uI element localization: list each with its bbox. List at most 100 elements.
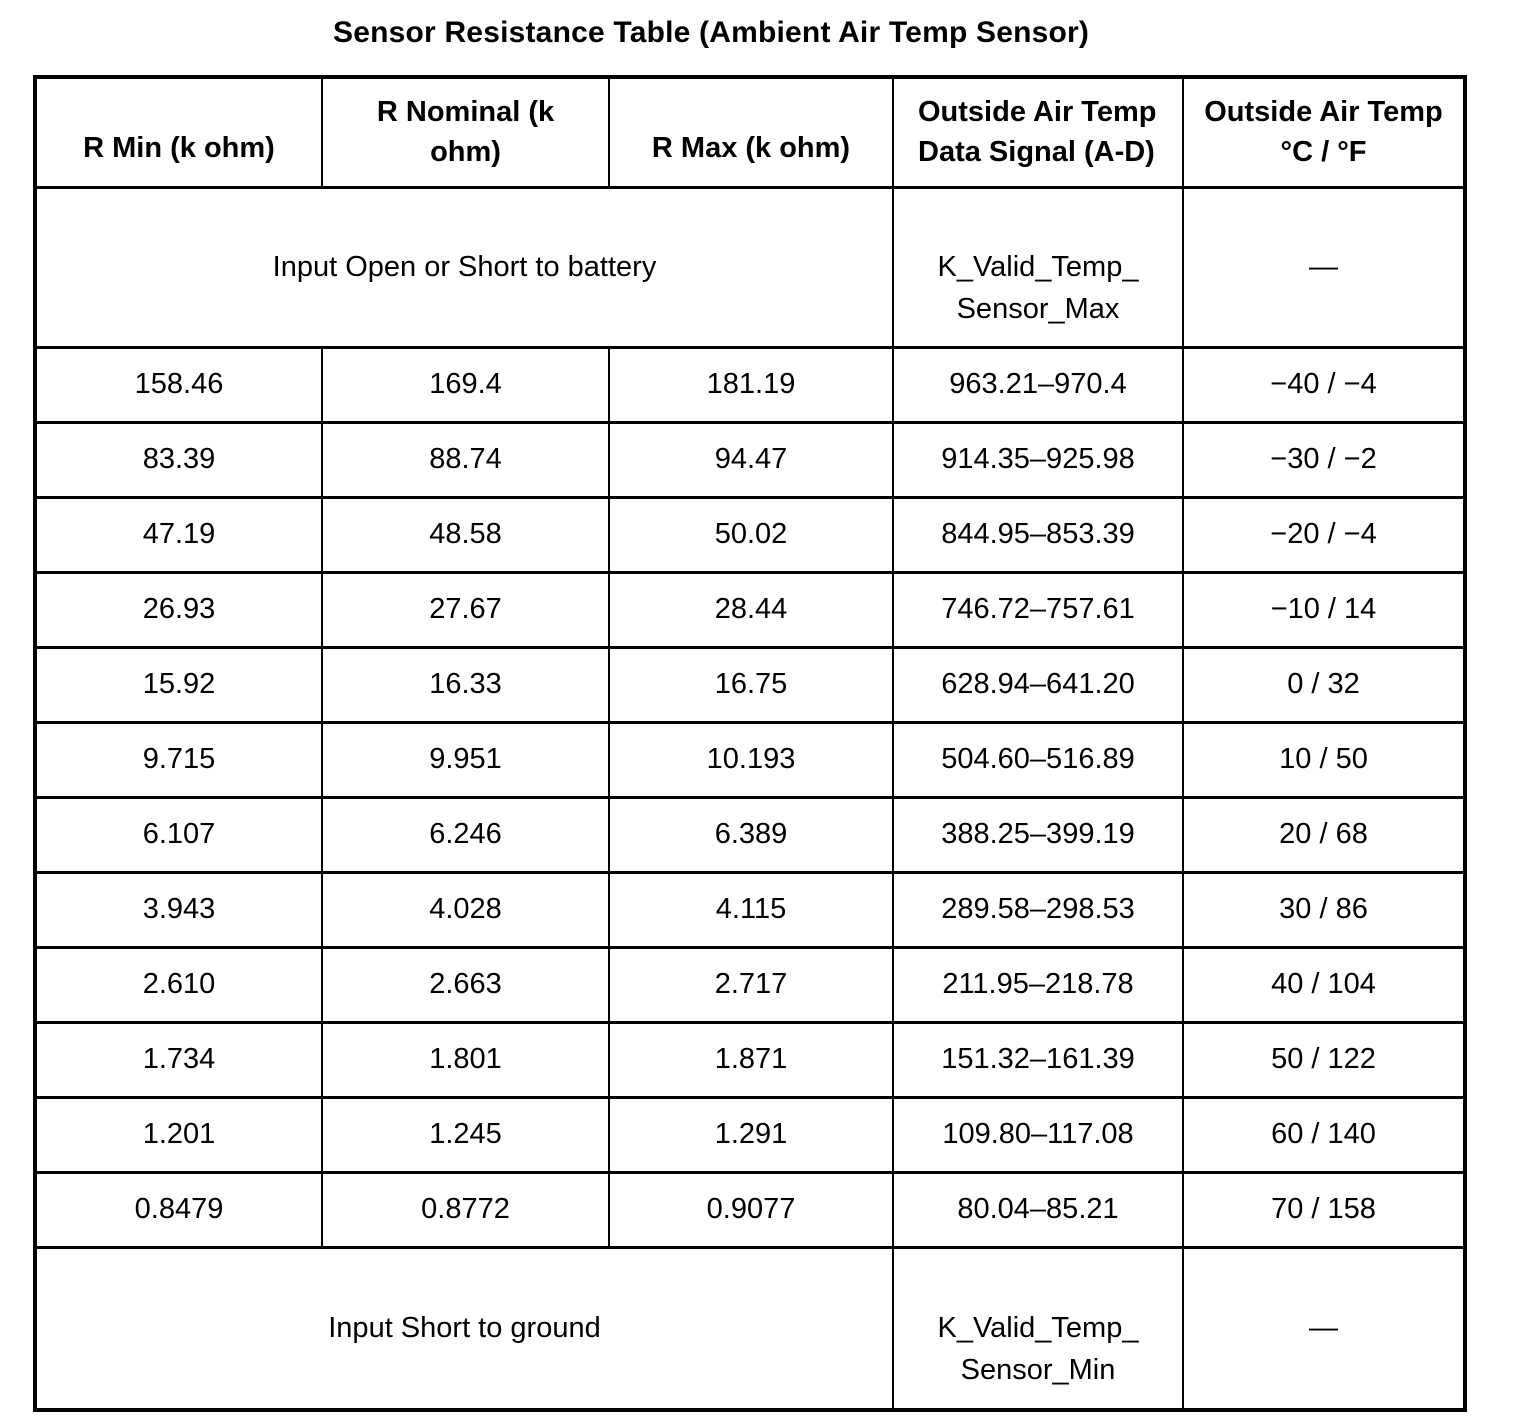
cell-r-max: 94.47 xyxy=(608,420,894,499)
cell-r-min: 2.610 xyxy=(34,945,323,1024)
cell-r-max: 28.44 xyxy=(608,570,894,649)
cell-r-min: 158.46 xyxy=(34,345,323,424)
cell-r-nominal: 6.246 xyxy=(321,795,610,874)
cell-temp: 0 / 32 xyxy=(1182,645,1466,724)
cell-signal: 211.95–218.78 xyxy=(892,945,1184,1024)
cell-signal: 289.58–298.53 xyxy=(892,870,1184,949)
cell-r-nominal: 27.67 xyxy=(321,570,610,649)
cell-r-nominal: 48.58 xyxy=(321,495,610,574)
header-r-min-label: R Min (k ohm) xyxy=(83,131,275,164)
table-row: 26.93 27.67 28.44 746.72–757.61 −10 / 14 xyxy=(34,570,1466,649)
header-row: R Min (k ohm) R Nominal (k ohm) R Max (k… xyxy=(34,75,1466,189)
cell-r-nominal: 16.33 xyxy=(321,645,610,724)
table-row: 9.715 9.951 10.193 504.60–516.89 10 / 50 xyxy=(34,720,1466,799)
cell-r-min: 0.8479 xyxy=(34,1170,323,1249)
table-row: 0.8479 0.8772 0.9077 80.04–85.21 70 / 15… xyxy=(34,1170,1466,1249)
header-r-min: R Min (k ohm) xyxy=(34,75,323,189)
cell-r-nominal: 0.8772 xyxy=(321,1170,610,1249)
cell-r-max: 0.9077 xyxy=(608,1170,894,1249)
cell-temp: 10 / 50 xyxy=(1182,720,1466,799)
cell-signal: 80.04–85.21 xyxy=(892,1170,1184,1249)
fault-row-short-ground: Input Short to ground K_Valid_Temp_ Sens… xyxy=(34,1245,1466,1412)
fault-row-open-short-battery: Input Open or Short to battery K_Valid_T… xyxy=(34,185,1466,349)
cell-r-max: 4.115 xyxy=(608,870,894,949)
cell-r-nominal: 1.245 xyxy=(321,1095,610,1174)
cell-temp: 50 / 122 xyxy=(1182,1020,1466,1099)
cell-signal: 963.21–970.4 xyxy=(892,345,1184,424)
header-data-signal: Outside Air Temp Data Signal (A-D) xyxy=(892,75,1184,189)
cell-r-nominal: 169.4 xyxy=(321,345,610,424)
cell-fault-label: Input Open or Short to battery xyxy=(34,185,894,349)
cell-r-min: 9.715 xyxy=(34,720,323,799)
cell-signal: 504.60–516.89 xyxy=(892,720,1184,799)
cell-temp-dash: — xyxy=(1182,1245,1466,1412)
cell-r-max: 16.75 xyxy=(608,645,894,724)
cell-signal: 746.72–757.61 xyxy=(892,570,1184,649)
cell-r-max: 50.02 xyxy=(608,495,894,574)
table-row: 6.107 6.246 6.389 388.25–399.19 20 / 68 xyxy=(34,795,1466,874)
cell-temp: −40 / −4 xyxy=(1182,345,1466,424)
header-r-nominal: R Nominal (k ohm) xyxy=(321,75,610,189)
cell-temp: 70 / 158 xyxy=(1182,1170,1466,1249)
header-air-temp: Outside Air Temp °C / °F xyxy=(1182,75,1466,189)
cell-r-nominal: 9.951 xyxy=(321,720,610,799)
header-r-max-label: R Max (k ohm) xyxy=(651,131,851,164)
cell-temp: 30 / 86 xyxy=(1182,870,1466,949)
cell-signal: 844.95–853.39 xyxy=(892,495,1184,574)
cell-r-nominal: 1.801 xyxy=(321,1020,610,1099)
signal-constant-line1: K_Valid_Temp_ xyxy=(937,1312,1139,1345)
signal-constant-lines: K_Valid_Temp_ Sensor_Min xyxy=(895,1307,1181,1391)
cell-r-min: 47.19 xyxy=(34,495,323,574)
header-r-nominal-line1: R Nominal (k xyxy=(376,96,555,129)
cell-r-min: 15.92 xyxy=(34,645,323,724)
header-data-signal-line1: Outside Air Temp xyxy=(918,96,1157,129)
signal-constant-lines: K_Valid_Temp_ Sensor_Max xyxy=(895,246,1181,330)
cell-signal: 388.25–399.19 xyxy=(892,795,1184,874)
cell-r-min: 3.943 xyxy=(34,870,323,949)
cell-r-max: 2.717 xyxy=(608,945,894,1024)
table-row: 83.39 88.74 94.47 914.35–925.98 −30 / −2 xyxy=(34,420,1466,499)
cell-r-min: 1.734 xyxy=(34,1020,323,1099)
cell-temp: 60 / 140 xyxy=(1182,1095,1466,1174)
cell-signal: 914.35–925.98 xyxy=(892,420,1184,499)
header-r-max: R Max (k ohm) xyxy=(608,75,894,189)
cell-r-min: 83.39 xyxy=(34,420,323,499)
cell-signal: 151.32–161.39 xyxy=(892,1020,1184,1099)
cell-fault-label: Input Short to ground xyxy=(34,1245,894,1412)
cell-r-min: 1.201 xyxy=(34,1095,323,1174)
table-row: 1.201 1.245 1.291 109.80–117.08 60 / 140 xyxy=(34,1095,1466,1174)
cell-r-max: 10.193 xyxy=(608,720,894,799)
table-row: 15.92 16.33 16.75 628.94–641.20 0 / 32 xyxy=(34,645,1466,724)
cell-signal-constant: K_Valid_Temp_ Sensor_Min xyxy=(892,1245,1184,1412)
page-title: Sensor Resistance Table (Ambient Air Tem… xyxy=(333,16,1090,49)
sensor-resistance-table: R Min (k ohm) R Nominal (k ohm) R Max (k… xyxy=(33,75,1467,1412)
cell-temp: −20 / −4 xyxy=(1182,495,1466,574)
cell-r-max: 1.291 xyxy=(608,1095,894,1174)
cell-temp: −10 / 14 xyxy=(1182,570,1466,649)
table-row: 3.943 4.028 4.115 289.58–298.53 30 / 86 xyxy=(34,870,1466,949)
cell-r-nominal: 88.74 xyxy=(321,420,610,499)
cell-r-max: 181.19 xyxy=(608,345,894,424)
cell-signal: 628.94–641.20 xyxy=(892,645,1184,724)
cell-temp-dash: — xyxy=(1182,185,1466,349)
header-air-temp-line1: Outside Air Temp xyxy=(1204,96,1443,129)
cell-r-max: 1.871 xyxy=(608,1020,894,1099)
table-row: 158.46 169.4 181.19 963.21–970.4 −40 / −… xyxy=(34,345,1466,424)
cell-r-nominal: 4.028 xyxy=(321,870,610,949)
cell-temp: 40 / 104 xyxy=(1182,945,1466,1024)
cell-r-nominal: 2.663 xyxy=(321,945,610,1024)
header-air-temp-line2: °C / °F xyxy=(1280,136,1367,169)
table-row: 47.19 48.58 50.02 844.95–853.39 −20 / −4 xyxy=(34,495,1466,574)
cell-signal-constant: K_Valid_Temp_ Sensor_Max xyxy=(892,185,1184,349)
header-data-signal-line2: Data Signal (A-D) xyxy=(918,136,1155,169)
cell-r-min: 26.93 xyxy=(34,570,323,649)
cell-temp: 20 / 68 xyxy=(1182,795,1466,874)
table-row: 2.610 2.663 2.717 211.95–218.78 40 / 104 xyxy=(34,945,1466,1024)
header-r-nominal-line2: ohm) xyxy=(430,136,501,169)
cell-temp: −30 / −2 xyxy=(1182,420,1466,499)
signal-constant-line1: K_Valid_Temp_ xyxy=(937,251,1139,283)
cell-signal: 109.80–117.08 xyxy=(892,1095,1184,1174)
signal-constant-line2: Sensor_Min xyxy=(960,1354,1116,1387)
table-row: 1.734 1.801 1.871 151.32–161.39 50 / 122 xyxy=(34,1020,1466,1099)
